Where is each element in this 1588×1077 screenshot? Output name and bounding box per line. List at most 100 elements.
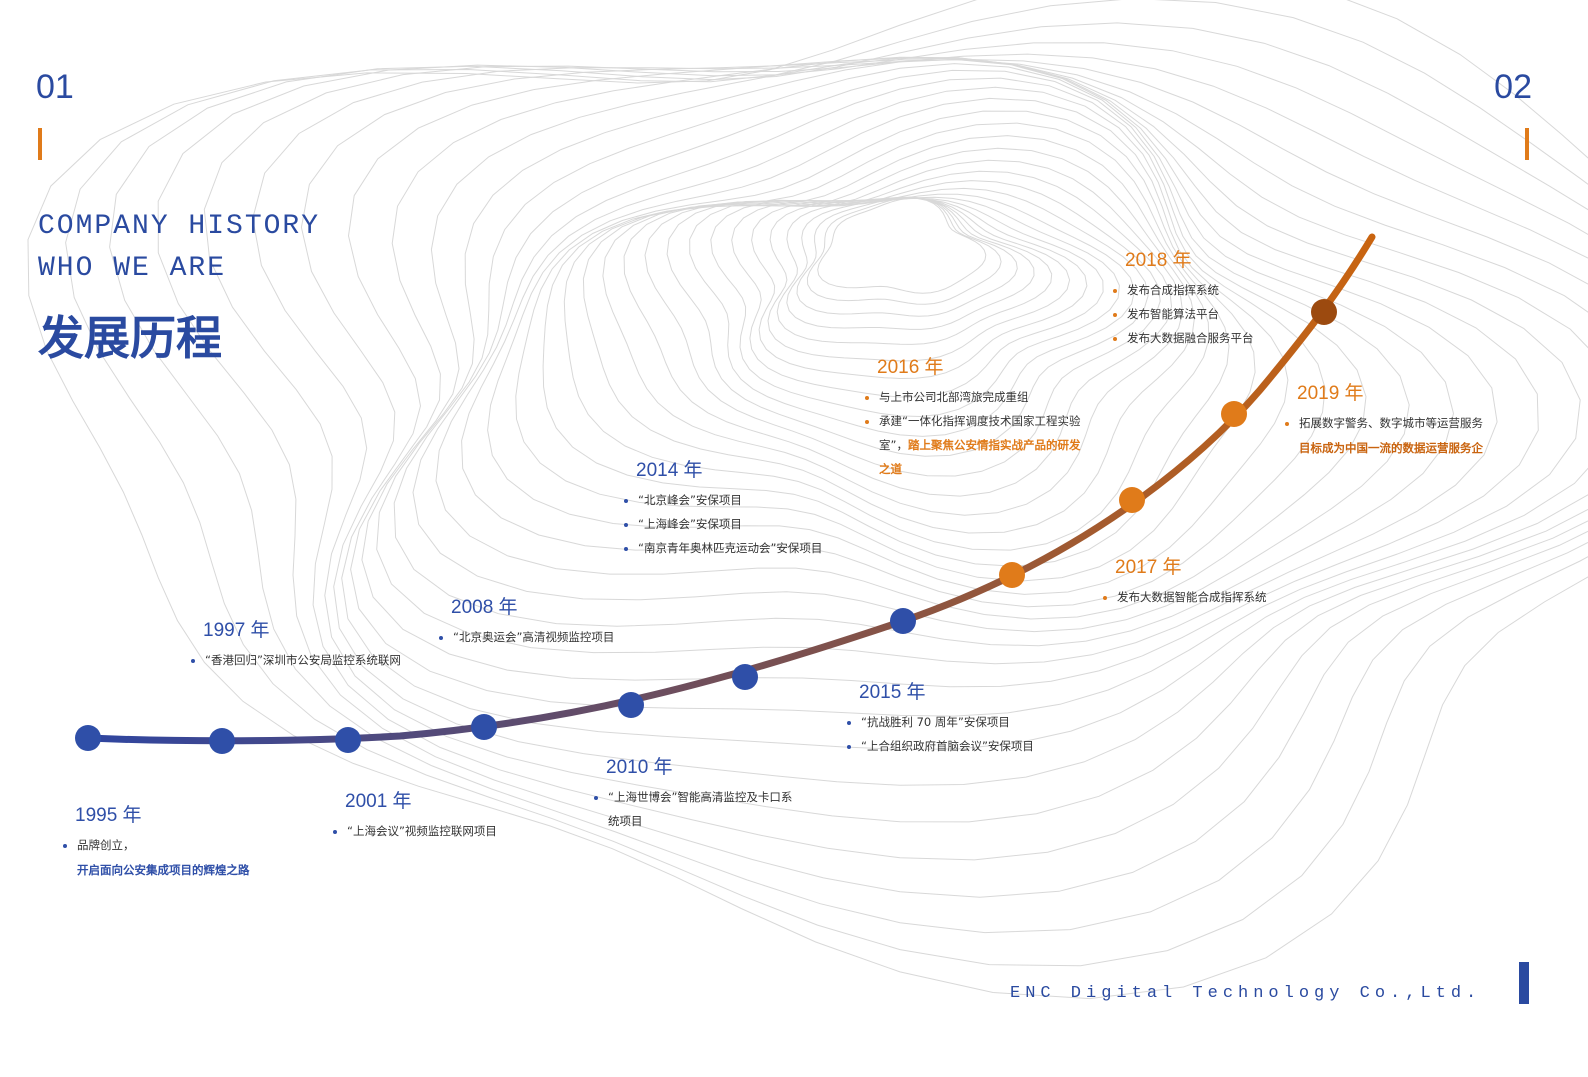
item-text: 与上市公司北部湾旅完成重组	[879, 390, 1029, 404]
contour	[252, 58, 1588, 823]
year: 2015 年	[859, 682, 926, 703]
item-text: “南京青年奥林匹克运动会”安保项目	[638, 541, 823, 555]
item: 发布智能算法平台	[1113, 302, 1254, 326]
contour	[435, 77, 1367, 620]
contour	[582, 147, 1196, 534]
contour	[300, 59, 1588, 786]
accent-bar	[38, 128, 42, 160]
contour	[689, 193, 1136, 437]
timeline	[84, 233, 1376, 745]
item: “香港回归”深圳市公安局监控系统联网	[191, 648, 401, 672]
contour	[412, 69, 1410, 633]
milestone: 1995 年品牌创立， 开启面向公安集成项目的辉煌之路	[63, 800, 250, 883]
contour	[27, 0, 1588, 1000]
milestone: 2015 年 “抗战胜利 70 周年”安保项目 “上合组织政府首脑会议”安保项目	[847, 677, 1034, 758]
year: 2019 年	[1297, 383, 1364, 404]
item-text: 发布大数据智能合成指挥系统	[1117, 590, 1267, 604]
contour	[203, 53, 1588, 861]
item-text: 发布大数据融合服务平台	[1127, 331, 1254, 345]
item-text: “上合组织政府首脑会议”安保项目	[861, 739, 1034, 753]
page-number: 02	[1494, 68, 1532, 106]
milestone-dot	[1311, 299, 1337, 325]
item: “北京峰会”安保项目	[624, 488, 822, 512]
contour	[515, 110, 1256, 582]
item-text: “香港回归”深圳市公安局监控系统联网	[205, 653, 401, 667]
milestone: 2010 年 “上海世博会”智能高清监控及卡口系统项目	[594, 752, 794, 833]
contour	[393, 63, 1455, 647]
contour	[623, 170, 1173, 497]
contour	[65, 0, 1588, 967]
milestone: 2018 年发布合成指挥系统 发布智能算法平台 发布大数据融合服务平台	[1113, 245, 1254, 350]
item: 品牌创立，	[63, 833, 250, 857]
contour	[776, 196, 1053, 345]
contour	[350, 56, 1581, 717]
item: 承建“一体化指挥调度技术国家工程实验室”，踏上聚焦公安情指实战产品的研发之道	[865, 409, 1090, 481]
milestone: 1997 年 “香港回归”深圳市公安局监控系统联网	[191, 615, 401, 672]
milestone-dot	[75, 725, 101, 751]
item-text: “上海世博会”智能高清监控及卡口系统项目	[608, 790, 793, 828]
year: 2008 年	[451, 597, 518, 618]
accent-bar	[1525, 128, 1529, 160]
year: 1997 年	[203, 620, 270, 641]
contour	[796, 196, 1018, 317]
milestone-dot	[890, 608, 916, 634]
item: 拓展数字警务、数字城市等运营服务	[1285, 411, 1495, 435]
contour	[710, 196, 1120, 418]
milestone-dot	[335, 727, 361, 753]
note: 目标成为中国一流的数据运营服务企	[1299, 441, 1483, 455]
milestone: 2008 年 “北京奥运会”高清视频监控项目	[439, 592, 614, 649]
year: 2014 年	[636, 460, 703, 481]
milestone: 2016 年与上市公司北部湾旅完成重组承建“一体化指挥调度技术国家工程实验室”，…	[865, 352, 1090, 481]
item-text: “北京奥运会”高清视频监控项目	[453, 630, 615, 644]
contour	[786, 196, 1035, 330]
contour	[341, 57, 1588, 751]
contour	[602, 159, 1184, 516]
item-text: “北京峰会”安保项目	[638, 493, 742, 507]
item-text: “上海峰会”安保项目	[638, 517, 742, 531]
contour	[666, 187, 1149, 457]
item-text: 品牌创立，	[77, 838, 135, 852]
year: 2016 年	[877, 357, 944, 378]
contour	[806, 197, 1002, 305]
year: 1995 年	[75, 805, 142, 826]
item: “上海世博会”智能高清监控及卡口系统项目	[594, 785, 794, 833]
item: 与上市公司北部湾旅完成重组	[865, 385, 1090, 409]
milestone: 2001 年 “上海会议”视频监控联网项目	[333, 786, 497, 843]
milestone-dot	[618, 692, 644, 718]
footer-bar	[1519, 962, 1529, 1004]
year: 2001 年	[345, 791, 412, 812]
milestone-dot	[999, 562, 1025, 588]
title-en: COMPANY HISTORY	[38, 211, 321, 242]
item-text: 发布合成指挥系统	[1127, 283, 1219, 297]
item: “上海峰会”安保项目	[624, 512, 822, 536]
item: “北京奥运会”高清视频监控项目	[439, 625, 614, 649]
contour	[731, 197, 1104, 398]
milestone-dot	[209, 728, 235, 754]
contour	[157, 42, 1588, 898]
milestone-dot	[732, 664, 758, 690]
milestone-dot	[1119, 487, 1145, 513]
contour	[563, 135, 1210, 551]
contour	[109, 22, 1588, 934]
title-en: WHO WE ARE	[38, 253, 227, 284]
contour	[376, 58, 1498, 665]
year: 2010 年	[606, 757, 673, 778]
milestone: 2017 年发布大数据智能合成指挥系统	[1103, 552, 1267, 609]
milestone: 2019 年拓展数字警务、数字城市等运营服务目标成为中国一流的数据运营服务企	[1285, 378, 1495, 461]
milestone-dot	[1221, 401, 1247, 427]
item: 发布大数据融合服务平台	[1113, 326, 1254, 350]
item: “上海会议”视频监控联网项目	[333, 819, 497, 843]
item-text: “抗战胜利 70 周年”安保项目	[861, 715, 1010, 729]
item: “抗战胜利 70 周年”安保项目	[847, 710, 1034, 734]
contour	[461, 86, 1326, 608]
year: 2017 年	[1115, 557, 1182, 578]
item: “上合组织政府首脑会议”安保项目	[847, 734, 1034, 758]
contour	[817, 197, 987, 294]
contour	[644, 180, 1161, 477]
footer: ENC Digital Technology Co.,Ltd.	[1010, 984, 1482, 1003]
page-number: 01	[36, 68, 74, 106]
contour	[751, 197, 1088, 380]
note: 开启面向公安集成项目的辉煌之路	[77, 863, 250, 877]
